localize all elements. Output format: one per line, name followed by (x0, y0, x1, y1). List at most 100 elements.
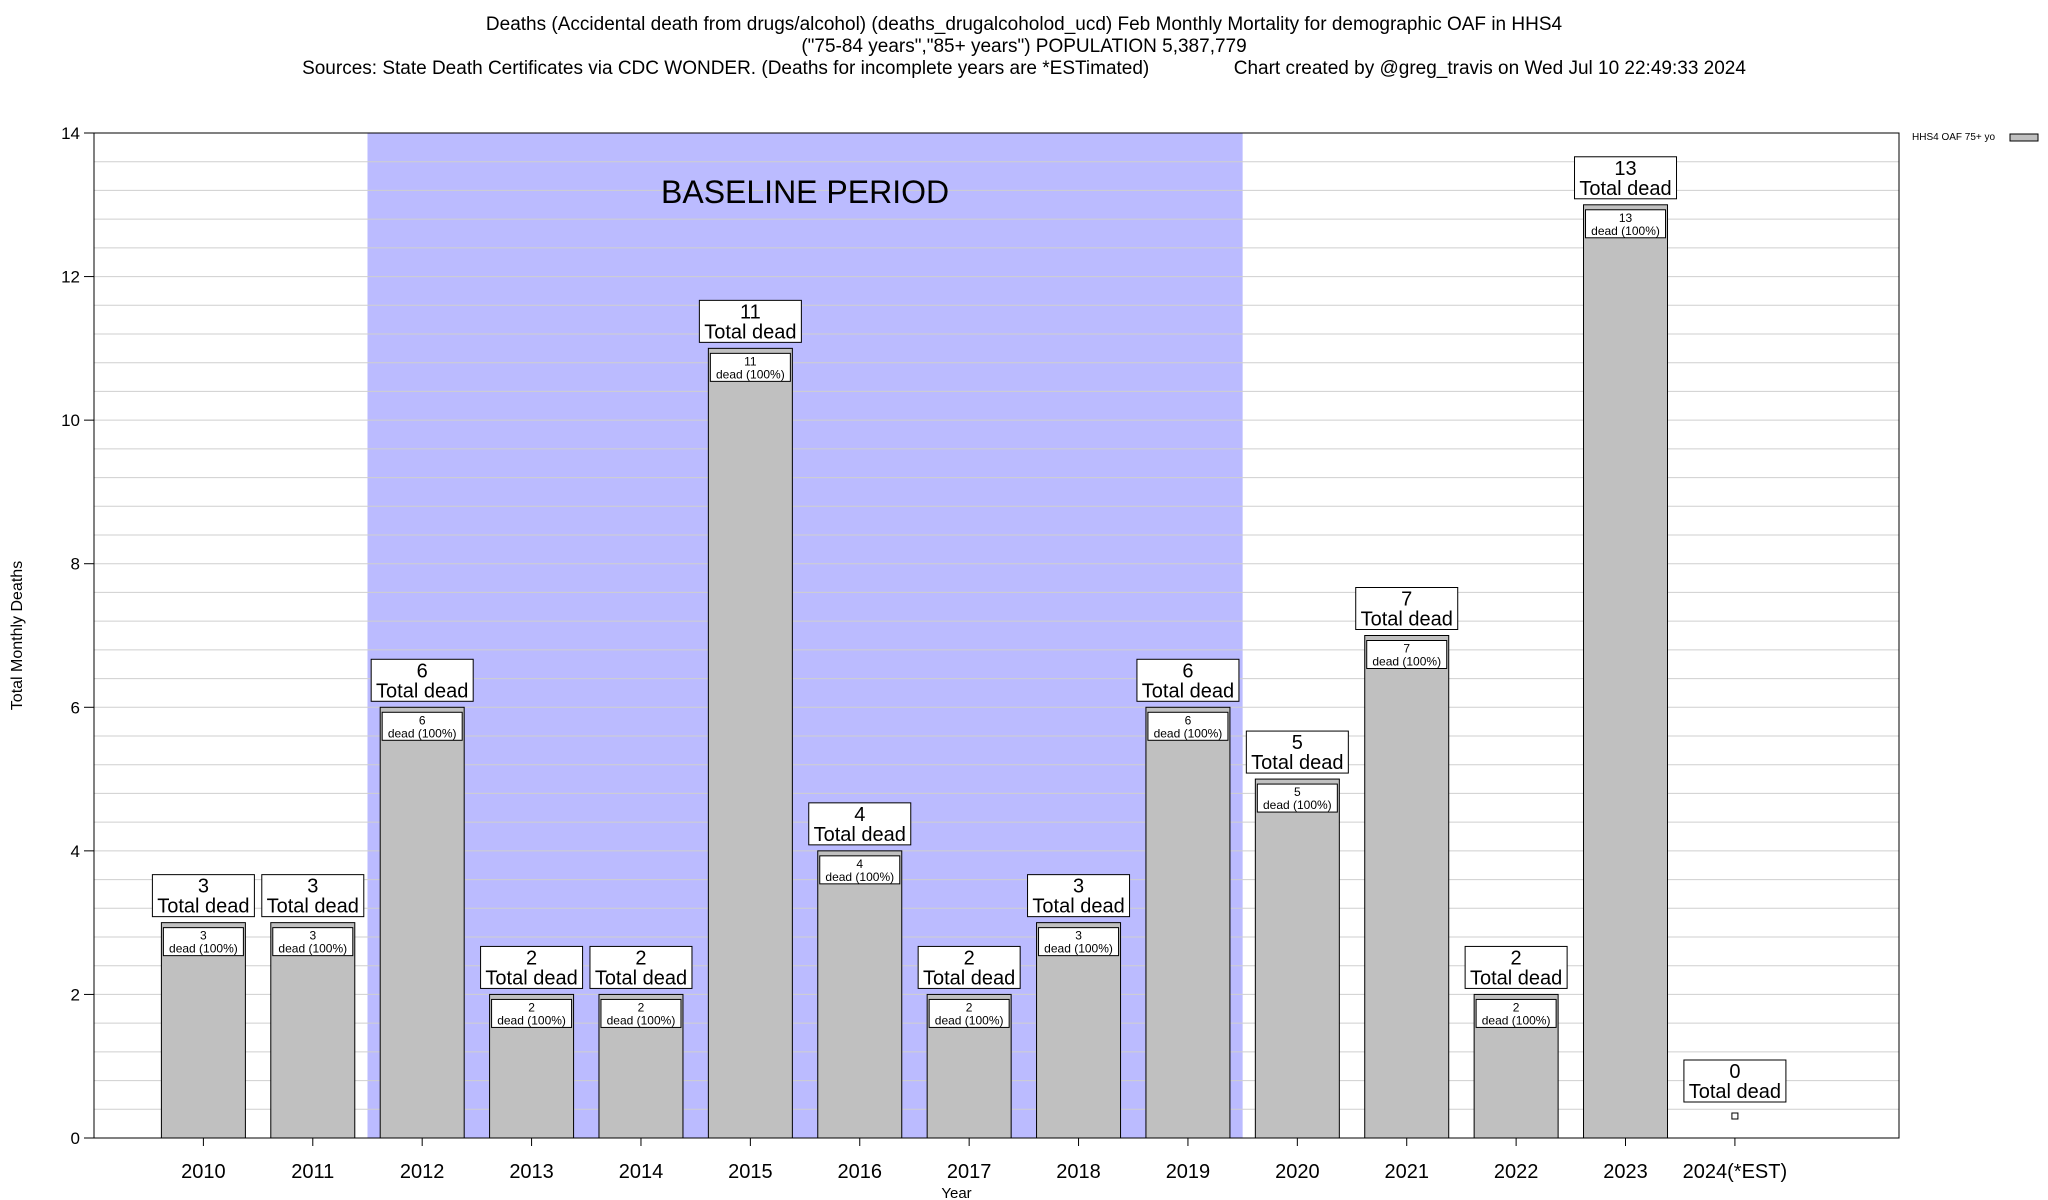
segment-label-box (272, 927, 354, 957)
segment-label-value: 7 (1403, 642, 1410, 656)
bar (817, 850, 903, 1139)
total-label-text: Total dead (376, 680, 468, 702)
x-tick-label: 2011 (291, 1161, 334, 1183)
x-axis-label: Year (941, 1185, 971, 1200)
total-label-value: 0 (1729, 1061, 1740, 1083)
total-label-box (370, 658, 474, 702)
segment-label-value: 2 (528, 1000, 535, 1014)
segment-label-text: dead (100%) (825, 870, 894, 884)
y-tick-label: 8 (71, 555, 80, 574)
x-tick-label: 2017 (947, 1161, 992, 1183)
x-tick-label: 2024(*EST) (1683, 1161, 1788, 1183)
total-label-text: Total dead (267, 896, 359, 918)
chart-credit: Chart created by @greg_travis on Wed Jul… (1233, 58, 1746, 79)
x-tick-label: 2013 (509, 1161, 554, 1183)
bar (160, 922, 246, 1139)
segment-label-box (1147, 711, 1229, 741)
segment-label-box (819, 855, 901, 885)
segment-label-box (491, 998, 573, 1028)
segment-label-text: dead (100%) (1482, 1013, 1551, 1027)
total-label-box (917, 945, 1021, 989)
segment-label-value: 3 (309, 929, 316, 943)
total-label-box (1355, 587, 1459, 630)
x-tick-label: 2015 (728, 1161, 773, 1183)
total-label-text: Total dead (1579, 178, 1671, 200)
total-label-value: 7 (1401, 589, 1412, 611)
total-label-value: 13 (1614, 158, 1636, 180)
total-label-box (1027, 874, 1131, 918)
total-label-value: 2 (635, 947, 646, 969)
segment-label-text: dead (100%) (935, 1013, 1004, 1027)
total-label-value: 2 (964, 947, 975, 969)
segment-label-value: 6 (1185, 713, 1192, 727)
x-tick-label: 2023 (1603, 1161, 1648, 1183)
x-tick-label: 2018 (1056, 1161, 1101, 1183)
total-label-box (1136, 658, 1240, 702)
segment-label-text: dead (100%) (1591, 224, 1660, 238)
y-tick-label: 2 (71, 985, 80, 1004)
x-tick-label: 2020 (1275, 1161, 1320, 1183)
legend-swatch (2009, 133, 2039, 142)
total-label-value: 3 (198, 876, 209, 898)
total-label-value: 3 (1073, 876, 1084, 898)
total-label-text: Total dead (1032, 896, 1124, 918)
total-label-box (151, 874, 255, 918)
segment-label-box (709, 352, 791, 382)
segment-label-text: dead (100%) (1372, 655, 1441, 669)
total-label-value: 5 (1292, 732, 1303, 754)
segment-label-box (162, 927, 244, 957)
y-axis-label: Total Monthly Deaths (9, 561, 26, 710)
bar (379, 706, 465, 1139)
segment-label-text: dead (100%) (497, 1013, 566, 1027)
segment-label-box (1256, 783, 1338, 813)
total-label-box (261, 874, 365, 918)
segment-label-text: dead (100%) (716, 367, 785, 381)
total-label-box (1683, 1059, 1787, 1103)
segment-label-text: dead (100%) (278, 942, 347, 956)
segment-label-value: 6 (419, 713, 426, 727)
segment-label-text: dead (100%) (1154, 726, 1223, 740)
x-tick-label: 2022 (1494, 1161, 1539, 1183)
segment-label-box (928, 998, 1010, 1028)
x-tick-label: 2016 (838, 1161, 883, 1183)
segment-label-value: 3 (200, 929, 207, 943)
y-tick-label: 4 (71, 842, 80, 861)
bar (270, 922, 356, 1139)
total-label-box (1574, 156, 1678, 200)
plot-frame (93, 132, 1900, 1139)
segment-label-value: 11 (744, 354, 757, 368)
y-tick-label: 12 (61, 268, 80, 287)
segment-label-value: 5 (1294, 785, 1301, 799)
x-tick-label: 2014 (619, 1161, 664, 1183)
total-label-text: Total dead (485, 967, 577, 989)
bar (1731, 1112, 1739, 1120)
total-label-text: Total dead (157, 896, 249, 918)
chart-header: Deaths (Accidental death from drugs/alco… (0, 14, 2048, 80)
total-label-value: 3 (307, 876, 318, 898)
total-label-text: Total dead (595, 967, 687, 989)
bar (707, 347, 793, 1139)
total-label-text: Total dead (1470, 967, 1562, 989)
total-label-value: 6 (1182, 660, 1193, 682)
segment-label-box (1585, 209, 1667, 239)
legend-label: HHS4 OAF 75+ yo (1912, 132, 1996, 143)
segment-label-box (600, 998, 682, 1028)
segment-label-text: dead (100%) (607, 1013, 676, 1027)
segment-label-box (1475, 998, 1557, 1028)
total-label-text: Total dead (814, 824, 906, 846)
bar (1036, 922, 1122, 1139)
total-label-box (808, 802, 912, 846)
total-label-value: 11 (740, 301, 761, 323)
total-label-box (698, 299, 802, 343)
total-label-text: Total dead (1142, 680, 1234, 702)
total-label-box (589, 945, 693, 989)
x-tick-label: 2021 (1384, 1161, 1429, 1183)
total-label-box (1464, 945, 1568, 989)
total-label-text: Total dead (704, 321, 796, 343)
x-tick-label: 2010 (181, 1161, 226, 1183)
total-label-value: 6 (417, 660, 428, 682)
total-label-box (1245, 730, 1349, 774)
y-tick-label: 10 (61, 411, 80, 430)
segment-label-value: 2 (638, 1000, 645, 1014)
